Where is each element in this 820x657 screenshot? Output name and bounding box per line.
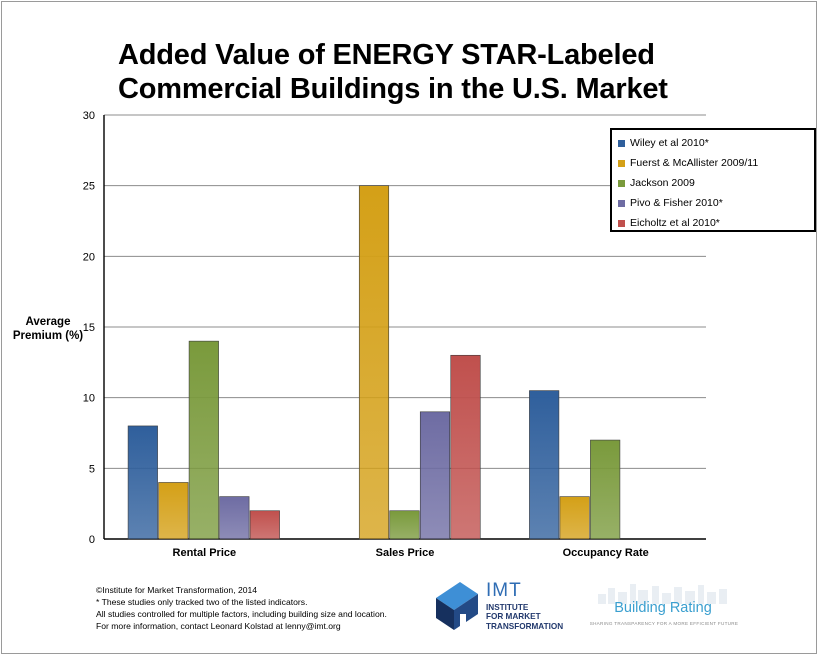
bar	[358, 185, 390, 540]
y-tick-label: 25	[83, 181, 95, 193]
controls-note: All studies controlled for multiple fact…	[96, 609, 387, 619]
bar	[559, 496, 590, 540]
y-tick-label: 0	[89, 534, 95, 546]
legend-label: Eicholtz et al 2010*	[630, 217, 720, 229]
copyright-note: ©Institute for Market Transformation, 20…	[96, 585, 258, 595]
imt-name-line-3: TRANSFORMATION	[486, 621, 564, 631]
legend-item: Jackson 2009	[618, 173, 814, 193]
chart-title-line-2: Commercial Buildings in the U.S. Market	[118, 73, 668, 105]
legend-swatch	[618, 179, 625, 187]
bar	[158, 482, 189, 540]
building-rating-wordmark: Building Rating	[614, 600, 712, 616]
legend-swatch	[618, 139, 625, 147]
footer-notes: ©Institute for Market Transformation, 20…	[96, 584, 416, 632]
chart-legend: Wiley et al 2010* Fuerst & McAllister 20…	[610, 128, 816, 232]
bar	[419, 411, 451, 540]
bar	[529, 390, 560, 540]
legend-item: Fuerst & McAllister 2009/11	[618, 153, 814, 173]
chart-title-line-1: Added Value of ENERGY STAR-Labeled	[118, 39, 655, 71]
y-tick-label: 5	[89, 463, 95, 475]
bar	[389, 510, 420, 540]
imt-wordmark: IMT	[486, 580, 522, 601]
building-rating-tagline: SHARING TRANSPARENCY FOR A MORE EFFICIEN…	[589, 621, 739, 626]
bar	[127, 425, 158, 540]
legend-swatch	[618, 219, 625, 227]
bar	[450, 354, 481, 540]
building-rating-logo: Building Rating SHARING TRANSPARENCY FOR…	[588, 582, 748, 632]
bar	[590, 439, 621, 540]
bar	[188, 340, 219, 540]
y-tick-label: 15	[83, 322, 95, 334]
legend-label: Fuerst & McAllister 2009/11	[630, 157, 759, 169]
x-tick-label: Sales Price	[376, 547, 435, 559]
legend-item: Wiley et al 2010*	[618, 133, 814, 153]
chart-title: Added Value of ENERGY STAR-Labeled Comme…	[118, 38, 718, 106]
legend-label: Wiley et al 2010*	[630, 137, 709, 149]
y-tick-label: 10	[83, 393, 95, 405]
legend-item: Pivo & Fisher 2010*	[618, 193, 814, 213]
legend-item: Eicholtz et al 2010*	[618, 213, 814, 233]
x-tick-label: Occupancy Rate	[563, 547, 649, 559]
asterisk-note: * These studies only tracked two of the …	[96, 597, 308, 607]
legend-label: Jackson 2009	[630, 177, 695, 189]
bar	[219, 496, 250, 540]
contact-note: For more information, contact Leonard Ko…	[96, 621, 341, 631]
legend-swatch	[618, 199, 625, 207]
y-tick-label: 30	[83, 110, 95, 122]
legend-swatch	[618, 159, 625, 167]
imt-building-icon	[436, 582, 478, 630]
bar	[249, 510, 280, 540]
x-tick-label: Rental Price	[173, 547, 237, 559]
skyline-icon	[598, 584, 727, 604]
imt-name-line-2: FOR MARKET	[486, 612, 541, 622]
imt-name: INSTITUTE FOR MARKET TRANSFORMATION	[486, 603, 563, 631]
y-axis-label-line-1: Average	[25, 316, 71, 328]
imt-name-line-1: INSTITUTE	[486, 603, 529, 612]
imt-logo: IMT INSTITUTE FOR MARKET TRANSFORMATION	[432, 580, 582, 632]
y-axis-label: Average Premium (%)	[8, 315, 88, 343]
legend-label: Pivo & Fisher 2010*	[630, 197, 723, 209]
y-tick-label: 20	[83, 251, 95, 263]
y-axis-label-line-2: Premium (%)	[12, 330, 84, 342]
